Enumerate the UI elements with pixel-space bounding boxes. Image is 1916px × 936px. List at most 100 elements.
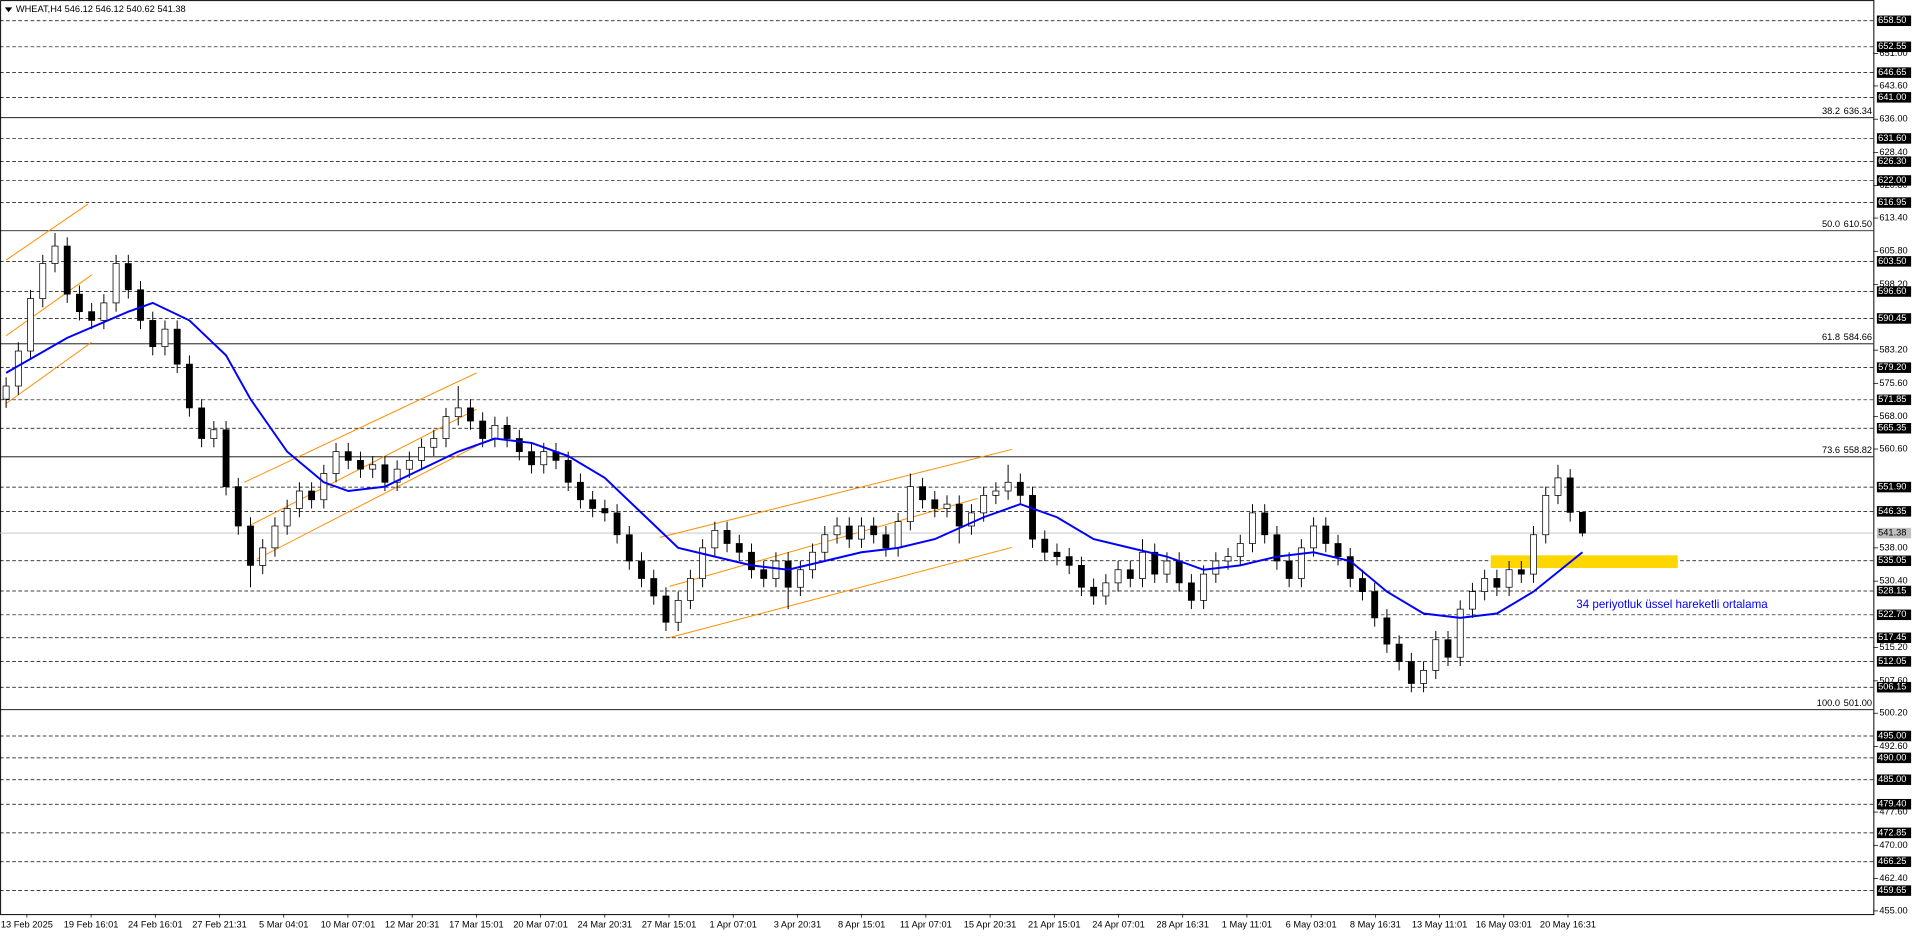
candle-body bbox=[760, 569, 768, 579]
fib-value: 610.50 bbox=[1844, 219, 1872, 229]
candle-body bbox=[1004, 481, 1012, 492]
candle-body bbox=[528, 451, 535, 466]
candle-body bbox=[1102, 582, 1110, 597]
candle-body bbox=[124, 263, 132, 291]
plot-frame bbox=[0, 0, 1875, 916]
y-tick-label: 530.40 bbox=[1879, 576, 1907, 586]
x-tick-label: 27 Mar 15:01 bbox=[642, 919, 697, 929]
y-tick-label: 568.00 bbox=[1879, 411, 1907, 421]
trendline bbox=[659, 448, 1012, 538]
level-label-box bbox=[1876, 885, 1912, 896]
level-label: 626.30 bbox=[1878, 156, 1906, 166]
level-label-box bbox=[1876, 175, 1912, 186]
trendline bbox=[256, 445, 477, 560]
trendline bbox=[244, 372, 477, 483]
level-label-box bbox=[1876, 632, 1912, 644]
x-tick-label: 24 Apr 07:01 bbox=[1092, 919, 1145, 929]
candle-body bbox=[943, 503, 951, 509]
candle-body bbox=[1224, 556, 1232, 562]
candle-body bbox=[662, 595, 670, 623]
candle-body bbox=[809, 551, 817, 571]
level-label-box bbox=[1876, 197, 1912, 208]
level-label-box bbox=[1876, 286, 1912, 297]
candle-body bbox=[1175, 560, 1183, 584]
fib-value: 636.34 bbox=[1844, 106, 1872, 116]
last-price-label: 541.38 bbox=[1878, 528, 1906, 538]
level-label-box bbox=[1876, 656, 1912, 667]
candle-body bbox=[1016, 481, 1024, 496]
candle-body bbox=[1273, 534, 1281, 562]
candle-body bbox=[796, 569, 804, 588]
ema-line bbox=[5, 301, 1584, 619]
x-tick-label: 6 May 03:01 bbox=[1286, 919, 1337, 929]
candle-body bbox=[1395, 643, 1403, 662]
candle-body bbox=[491, 425, 499, 439]
candle-body bbox=[638, 560, 645, 579]
candle-body bbox=[1029, 495, 1036, 540]
x-tick-label: 12 Mar 20:31 bbox=[385, 919, 440, 929]
level-label-box bbox=[1876, 752, 1912, 764]
candle-body bbox=[1261, 512, 1269, 536]
level-label: 459.65 bbox=[1878, 885, 1906, 895]
candle-body bbox=[711, 530, 719, 549]
candle-body bbox=[1530, 534, 1537, 575]
x-tick-label: 8 Apr 15:01 bbox=[838, 919, 885, 929]
candle-body bbox=[503, 425, 511, 439]
level-label: 565.35 bbox=[1878, 423, 1906, 433]
candle-body bbox=[1383, 617, 1391, 645]
level-label: 646.65 bbox=[1878, 67, 1906, 77]
x-tick-label: 13 May 11:01 bbox=[1412, 919, 1467, 929]
candle-body bbox=[1053, 551, 1061, 557]
level-label: 579.20 bbox=[1878, 362, 1906, 372]
candle-body bbox=[27, 298, 34, 352]
x-tick-label: 27 Feb 21:31 bbox=[192, 919, 247, 929]
candle-body bbox=[1310, 525, 1318, 549]
y-tick-label: 538.00 bbox=[1879, 542, 1907, 552]
level-label: 596.60 bbox=[1878, 286, 1906, 296]
candle-body bbox=[1151, 551, 1159, 575]
candle-body bbox=[699, 547, 707, 579]
menu-arrow[interactable] bbox=[4, 7, 13, 13]
candle-body bbox=[845, 525, 853, 540]
candle-body bbox=[149, 320, 157, 348]
candle-body bbox=[686, 578, 694, 601]
fib-value: 558.82 bbox=[1844, 445, 1872, 455]
y-tick-label: 455.00 bbox=[1879, 905, 1907, 915]
level-label: 506.15 bbox=[1878, 682, 1906, 692]
candle-body bbox=[1236, 543, 1244, 557]
candle-body bbox=[76, 293, 83, 313]
level-label: 590.45 bbox=[1878, 313, 1906, 323]
candle-body bbox=[1139, 551, 1146, 579]
level-label-box bbox=[1876, 585, 1912, 597]
candle-body bbox=[1090, 586, 1098, 597]
fib-level: 100.0 bbox=[1817, 698, 1840, 708]
candle-body bbox=[980, 495, 988, 514]
candle-body bbox=[112, 263, 120, 304]
level-label: 535.05 bbox=[1878, 555, 1906, 565]
level-label: 641.00 bbox=[1878, 92, 1906, 102]
candle-body bbox=[308, 490, 316, 501]
candle-body bbox=[2, 385, 10, 400]
candle-body bbox=[173, 328, 181, 365]
fib-level: 50.0 bbox=[1822, 219, 1840, 229]
candle-body bbox=[259, 547, 267, 566]
level-label: 466.25 bbox=[1878, 856, 1906, 866]
level-label-box bbox=[1876, 681, 1912, 693]
x-tick-label: 20 Mar 07:01 bbox=[513, 919, 568, 929]
candle-body bbox=[332, 451, 340, 474]
x-tick-label: 1 May 11:01 bbox=[1222, 919, 1272, 929]
y-tick-label: 462.40 bbox=[1879, 873, 1907, 883]
candle-body bbox=[1407, 661, 1415, 684]
candle-body bbox=[63, 245, 71, 295]
level-label-box bbox=[1876, 156, 1912, 167]
level-label: 551.90 bbox=[1878, 482, 1906, 492]
level-label-box bbox=[1876, 827, 1912, 839]
level-label-box bbox=[1876, 774, 1912, 785]
candle-body bbox=[1481, 578, 1489, 592]
candle-body bbox=[906, 486, 914, 522]
candle-body bbox=[405, 460, 413, 470]
candle-body bbox=[1566, 477, 1574, 513]
y-tick-label: 605.80 bbox=[1879, 246, 1907, 256]
candle-body bbox=[210, 429, 218, 439]
candle-body bbox=[650, 578, 658, 597]
